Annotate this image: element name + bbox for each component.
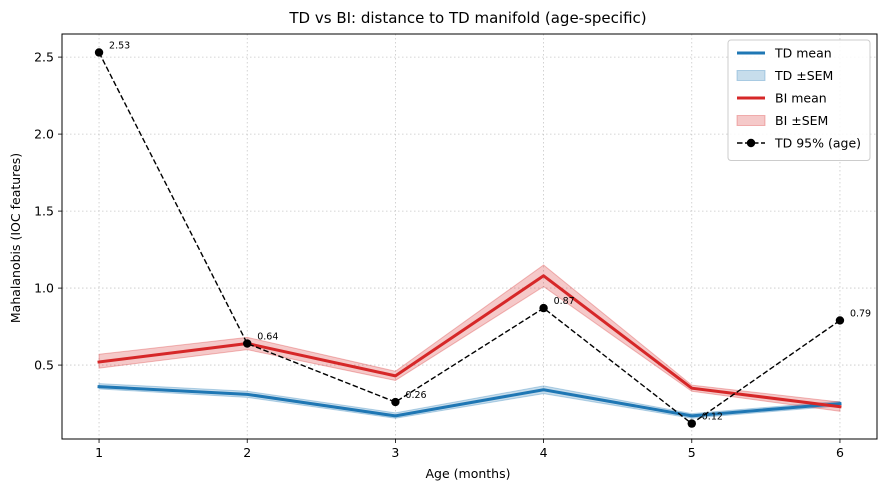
td95-point-label: 0.64 (257, 332, 278, 343)
legend-label: TD mean (774, 46, 832, 61)
legend-label: TD ±SEM (774, 68, 833, 83)
y-axis-label: Mahalanobis (IOC features) (8, 153, 23, 323)
td95-point (835, 316, 845, 325)
plot-frame (61, 33, 878, 440)
td95-point (94, 48, 104, 57)
x-axis-ticks: 1 2 3 4 5 6 (95, 439, 844, 460)
series-markers (94, 48, 845, 428)
td95-point (243, 339, 252, 348)
td95-point (687, 419, 696, 428)
legend-label: TD 95% (age) (774, 136, 861, 151)
point-annotations: 2.53 0.64 0.26 0.87 0.12 0.79 (109, 40, 871, 422)
td95-point (391, 397, 400, 407)
x-axis-label: Age (months) (426, 466, 511, 481)
y-tick-label: 2.5 (34, 50, 54, 65)
x-tick-label: 6 (836, 445, 844, 460)
bi-mean-line (97, 274, 842, 409)
x-tick-label: 5 (688, 445, 696, 460)
td95-point (539, 303, 548, 313)
legend-swatch (736, 70, 766, 81)
x-tick-label: 3 (391, 445, 399, 460)
legend: TD mean TD ±SEM BI mean BI ±SEM TD 95% (age) (727, 39, 871, 161)
td-mean-line (97, 385, 842, 418)
td95-point-label: 0.87 (554, 296, 575, 307)
y-tick-label: 2.0 (34, 127, 54, 142)
series-lines (97, 52, 842, 425)
x-tick-label: 4 (540, 445, 548, 460)
y-tick-label: 1.5 (34, 204, 54, 219)
x-tick-label: 2 (243, 445, 251, 460)
td95-point-label: 2.53 (109, 40, 130, 51)
td95-point-label: 0.26 (405, 390, 426, 401)
legend-label: BI ±SEM (775, 113, 828, 128)
chart-title: TD vs BI: distance to TD manifold (age-s… (288, 9, 646, 27)
y-tick-label: 0.5 (34, 358, 54, 373)
grid (62, 34, 877, 439)
y-axis-ticks: 0.5 1.0 1.5 2.0 2.5 (34, 50, 62, 373)
legend-marker (746, 138, 756, 148)
td-95-age-line (98, 52, 841, 425)
legend-label: BI mean (775, 91, 827, 106)
legend-swatch (736, 115, 766, 126)
td95-point-label: 0.79 (850, 308, 871, 319)
td95-point-label: 0.12 (702, 412, 723, 423)
legend-box (727, 39, 871, 161)
y-tick-label: 1.0 (34, 281, 54, 296)
x-tick-label: 1 (95, 445, 103, 460)
